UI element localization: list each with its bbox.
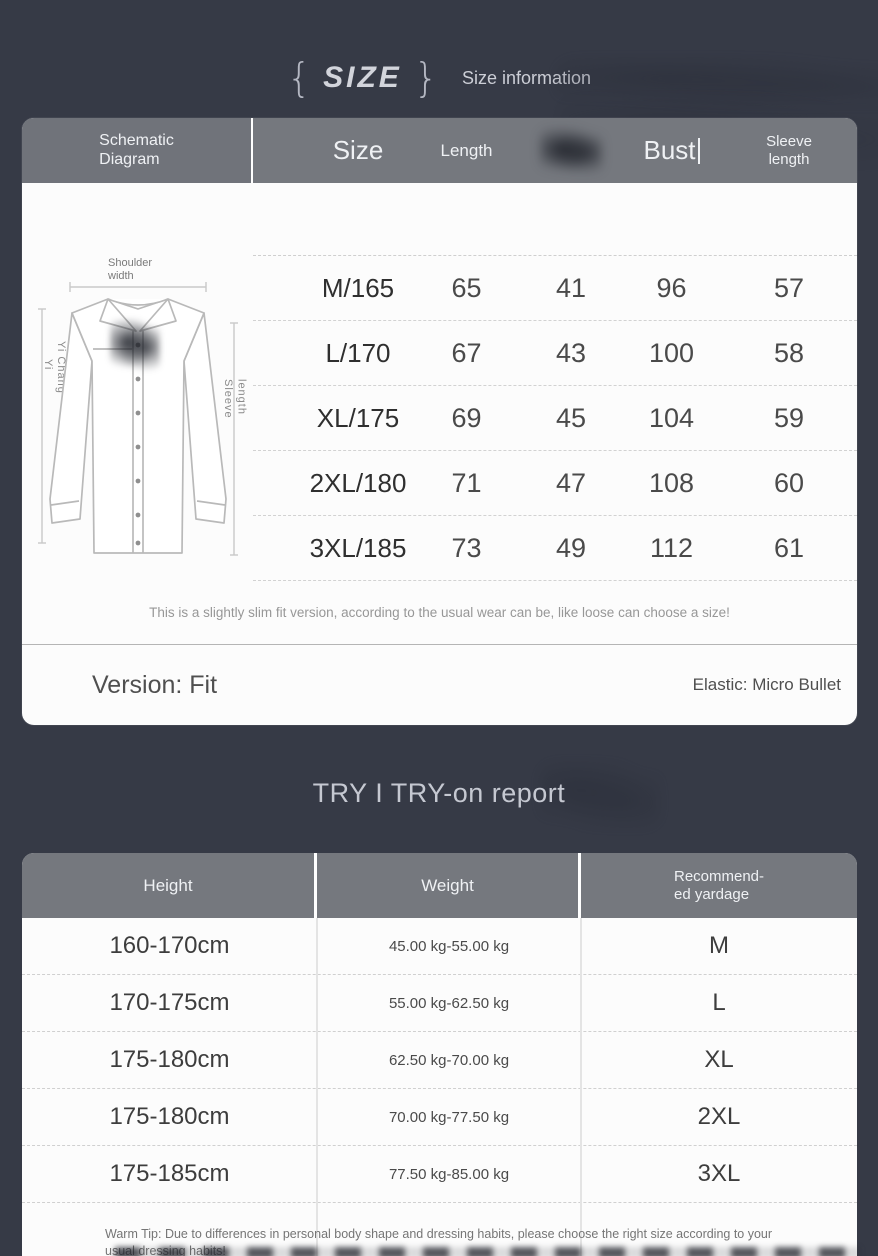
cell-recommended-size: 2XL bbox=[697, 1103, 741, 1130]
cell-recommended-size: L bbox=[712, 989, 726, 1016]
cell-bust: 108 bbox=[648, 467, 695, 498]
try-on-header: Height Weight Recommend- ed yardage bbox=[22, 853, 857, 918]
size-logo: SIZE bbox=[323, 61, 402, 94]
cell-weight: 62.50 kg-70.00 kg bbox=[388, 1051, 510, 1069]
cell-sleeve: 60 bbox=[773, 467, 805, 498]
size-table-row: 3XL/185 73 49 112 61 bbox=[253, 516, 857, 581]
cell-recommended-size: M bbox=[709, 932, 729, 959]
cell-length: 73 bbox=[451, 532, 482, 563]
try-on-table-row: 170-175cm 55.00 kg-62.50 kg L bbox=[22, 975, 857, 1032]
cell-size: 2XL/180 bbox=[309, 467, 407, 498]
cell-height: 170-175cm bbox=[109, 989, 230, 1016]
empty-row bbox=[253, 183, 857, 256]
schematic-diagram: Shoulder width Yi Yi Chang Sleeve length bbox=[22, 183, 253, 580]
column-header-weight: Weight bbox=[317, 853, 581, 918]
size-chart-header: Schematic Diagram Size Length Bust Sleev… bbox=[22, 118, 857, 183]
version-label: Version: Fit bbox=[92, 670, 218, 699]
column-header-sleeve-length: Sleeve length bbox=[766, 132, 812, 168]
cell-shoulder: 43 bbox=[555, 337, 587, 368]
column-header-height: Height bbox=[22, 853, 317, 918]
column-header-bust: Bust bbox=[622, 118, 721, 183]
cell-size: XL/175 bbox=[316, 402, 400, 433]
cell-length: 65 bbox=[451, 272, 482, 303]
size-chart-table: Schematic Diagram Size Length Bust Sleev… bbox=[22, 118, 857, 725]
try-on-report-heading: TRY I TRY-on report bbox=[312, 778, 566, 808]
cell-size: 3XL/185 bbox=[309, 532, 407, 563]
cell-sleeve: 57 bbox=[773, 272, 805, 303]
brace-left: { bbox=[286, 54, 312, 102]
cell-sleeve: 61 bbox=[773, 532, 805, 563]
column-header-illegible bbox=[520, 118, 622, 183]
bust-label: Bust bbox=[643, 135, 696, 165]
column-divider bbox=[316, 918, 318, 1256]
try-on-table-row: 175-180cm 62.50 kg-70.00 kg XL bbox=[22, 1032, 857, 1089]
cell-shoulder: 41 bbox=[555, 272, 587, 303]
column-header-recommended-yardage: Recommend- ed yardage bbox=[673, 867, 765, 903]
sleeve-length-side-label: Sleeve length bbox=[221, 379, 248, 419]
try-on-table-row: 175-180cm 70.00 kg-77.50 kg 2XL bbox=[22, 1089, 857, 1146]
size-information-label: Size information bbox=[462, 67, 592, 88]
size-chart-body: Shoulder width Yi Yi Chang Sleeve length bbox=[22, 183, 857, 725]
size-chart-header-columns: Size Length Bust Sleeve length bbox=[253, 118, 857, 183]
cell-length: 69 bbox=[451, 402, 482, 433]
cell-sleeve: 58 bbox=[773, 337, 805, 368]
cell-weight: 77.50 kg-85.00 kg bbox=[388, 1165, 510, 1183]
tryon-body-rows: 160-170cm 45.00 kg-55.00 kg M 170-175cm 55.0… bbox=[22, 918, 857, 1203]
schematic-diagram-label: Schematic Diagram bbox=[99, 131, 174, 168]
cell-weight: 45.00 kg-55.00 kg bbox=[388, 937, 510, 955]
cell-weight: 70.00 kg-77.50 kg bbox=[388, 1108, 510, 1126]
try-on-table: Height Weight Recommend- ed yardage 160-… bbox=[22, 853, 857, 1256]
size-chart-rows: M/165 65 41 96 57 L/170 67 43 100 58 XL/175 69 45 104… bbox=[253, 183, 857, 581]
cell-sleeve: 59 bbox=[773, 402, 805, 433]
cell-size: L/170 bbox=[325, 337, 391, 368]
cell-bust: 112 bbox=[649, 532, 694, 563]
schematic-header-cell: Schematic Diagram bbox=[22, 118, 253, 183]
cut-off-text-artifact bbox=[115, 1247, 860, 1256]
size-table-row: 2XL/180 71 47 108 60 bbox=[253, 451, 857, 516]
cell-height: 175-185cm bbox=[109, 1160, 230, 1187]
cell-shoulder: 47 bbox=[555, 467, 587, 498]
cell-height: 175-180cm bbox=[109, 1046, 230, 1073]
cell-recommended-size: 3XL bbox=[697, 1160, 741, 1187]
brace-right: } bbox=[413, 54, 438, 102]
cell-weight: 55.00 kg-62.50 kg bbox=[388, 994, 510, 1012]
version-row: Version: Fit Elastic: Micro Bullet bbox=[22, 645, 857, 725]
column-header-length: Length bbox=[440, 140, 493, 160]
column-header-size: Size bbox=[332, 135, 384, 165]
try-on-table-row: 175-185cm 77.50 kg-85.00 kg 3XL bbox=[22, 1146, 857, 1203]
cell-shoulder: 45 bbox=[555, 402, 587, 433]
try-on-table-row: 160-170cm 45.00 kg-55.00 kg M bbox=[22, 918, 857, 975]
cell-bust: 104 bbox=[648, 402, 695, 433]
page-title: { SIZE } Size information bbox=[0, 50, 878, 106]
cell-bust: 96 bbox=[656, 272, 687, 303]
illegible-text-artifact bbox=[540, 128, 602, 174]
shirt-drawing-icon bbox=[38, 282, 238, 556]
text-cursor bbox=[697, 137, 700, 164]
cell-recommended-size: XL bbox=[704, 1046, 734, 1073]
yi-label: Yi bbox=[41, 359, 54, 371]
cell-bust: 100 bbox=[648, 337, 695, 368]
size-chart-body-rows: M/165 65 41 96 57 L/170 67 43 100 58 XL/175 69 45 104… bbox=[253, 256, 857, 581]
cell-shoulder: 49 bbox=[555, 532, 587, 563]
cell-height: 160-170cm bbox=[109, 932, 230, 959]
size-table-row: L/170 67 43 100 58 bbox=[253, 321, 857, 386]
cell-length: 71 bbox=[451, 467, 482, 498]
elastic-label: Elastic: Micro Bullet bbox=[692, 675, 841, 694]
size-table-row: M/165 65 41 96 57 bbox=[253, 256, 857, 321]
cell-height: 175-180cm bbox=[109, 1103, 230, 1130]
cell-length: 67 bbox=[451, 337, 482, 368]
shoulder-width-label: Shoulder width bbox=[108, 257, 153, 283]
column-divider bbox=[580, 918, 582, 1256]
cell-size: M/165 bbox=[321, 272, 395, 303]
size-table-row: XL/175 69 45 104 59 bbox=[253, 386, 857, 451]
fit-note: This is a slightly slim fit version, acc… bbox=[22, 580, 857, 645]
